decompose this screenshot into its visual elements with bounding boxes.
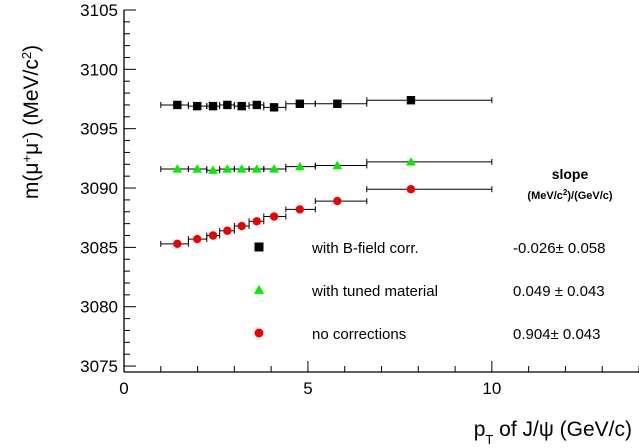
data-point <box>208 231 218 240</box>
data-point <box>208 101 218 111</box>
y-tick-label: 3095 <box>80 120 118 139</box>
x-tick-label: 5 <box>303 379 312 398</box>
x-axis: 0 5 10 <box>119 361 639 398</box>
legend-slope: 0.049 ± 0.043 <box>513 283 605 300</box>
data-point <box>333 196 342 206</box>
data-point <box>332 160 343 170</box>
data-point <box>406 96 416 105</box>
data-point <box>208 165 218 174</box>
legend-marker <box>254 328 264 338</box>
legend-slope: 0.904± 0.043 <box>513 326 600 343</box>
data-point <box>222 164 233 173</box>
legend-label: with tuned material <box>311 283 438 300</box>
data-point <box>252 217 261 226</box>
x-tick-label: 0 <box>119 379 128 398</box>
data-point <box>406 157 416 166</box>
data-point <box>295 99 305 108</box>
y-tick-label: 3075 <box>80 357 118 376</box>
legend-label: with B-field corr. <box>311 240 419 257</box>
legend-units: (MeV/c2)/(GeV/c) <box>527 188 612 203</box>
y-tick-label: 3105 <box>80 1 118 20</box>
data-point <box>193 101 202 111</box>
data-point <box>237 101 246 111</box>
data-point <box>237 221 246 231</box>
legend-marker <box>253 284 265 294</box>
data-point <box>295 205 305 214</box>
y-tick-label: 3090 <box>80 179 118 198</box>
data-point <box>269 103 279 112</box>
y-axis: 3075 3080 3085 3090 3095 3100 3105 <box>80 1 136 376</box>
data-point <box>173 100 182 110</box>
data-point <box>251 164 262 173</box>
y-tick-label: 3085 <box>80 238 118 257</box>
series-0 <box>160 96 493 112</box>
data-point <box>223 226 232 235</box>
legend-slope: -0.026± 0.058 <box>513 240 605 257</box>
data-point <box>192 164 203 173</box>
data-point <box>269 164 279 173</box>
data-point <box>269 212 279 221</box>
x-axis-label: pT of J/ψ (GeV/c) <box>474 418 632 447</box>
data-point <box>172 164 183 173</box>
y-tick-label: 3080 <box>80 298 118 317</box>
data-point <box>406 185 416 194</box>
data-point <box>236 164 247 173</box>
data-point <box>295 161 305 171</box>
x-tick-label: 10 <box>482 379 501 398</box>
data-point <box>173 239 182 249</box>
data-point <box>333 99 342 108</box>
series-2 <box>160 185 493 249</box>
data-point <box>223 100 232 110</box>
data-points <box>160 96 493 249</box>
legend-title: slope <box>552 166 589 182</box>
legend: with B-field corr. -0.026± 0.058 with tune… <box>253 240 605 343</box>
data-point <box>193 234 202 244</box>
y-tick-label: 3100 <box>80 60 118 79</box>
legend-label: no corrections <box>312 326 406 343</box>
y-axis-label: m(μ+μ-) (MeV/c2) <box>19 45 44 199</box>
data-point <box>252 100 261 110</box>
series-1 <box>160 157 493 174</box>
legend-marker <box>254 242 264 252</box>
